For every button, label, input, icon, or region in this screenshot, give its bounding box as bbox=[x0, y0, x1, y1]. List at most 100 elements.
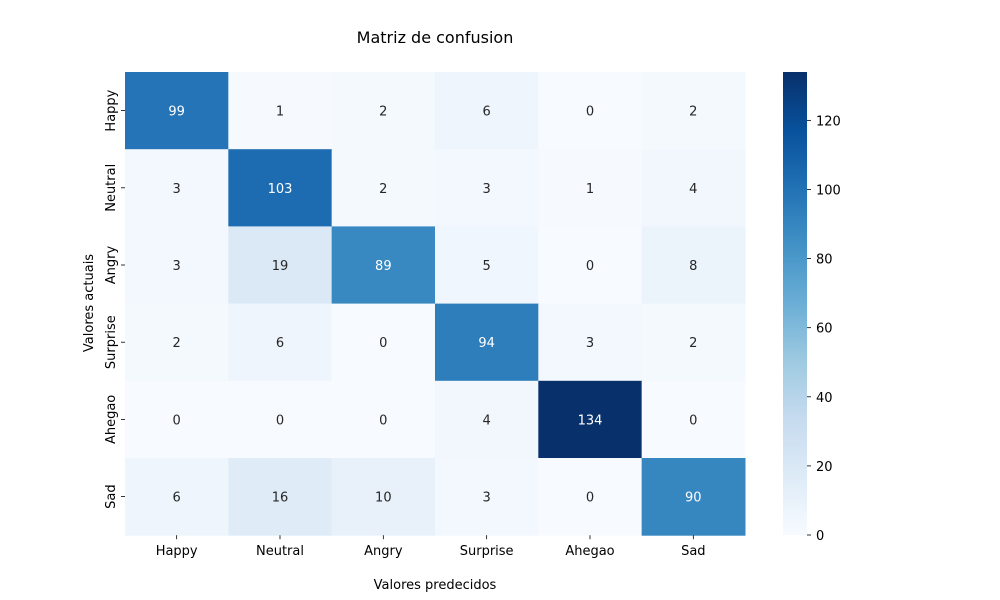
heatmap-cell bbox=[434, 380, 539, 459]
heatmap-cell bbox=[641, 226, 746, 305]
cell-value-label: 2 bbox=[379, 105, 387, 120]
heatmap-cell bbox=[434, 303, 539, 382]
cell-value-label: 3 bbox=[173, 259, 181, 274]
y-axis-ticks: Happy Neutral Angry Surprise Ahegao Sad bbox=[104, 89, 125, 509]
colorbar: 0 20 40 60 80 100 120 bbox=[783, 72, 841, 544]
heatmap-cell bbox=[125, 149, 229, 227]
cell-value-label: 19 bbox=[272, 259, 289, 274]
cell-value-label: 2 bbox=[689, 105, 697, 120]
heatmap-cell bbox=[641, 149, 746, 227]
heatmap-cell bbox=[434, 458, 539, 536]
heatmap-cell bbox=[228, 380, 333, 459]
heatmap-cell bbox=[125, 458, 229, 536]
cell-value-label: 89 bbox=[375, 259, 392, 274]
cell-value-label: 0 bbox=[173, 413, 181, 428]
heatmap-cell bbox=[228, 72, 333, 150]
cell-value-label: 0 bbox=[689, 413, 697, 428]
cell-value-label: 0 bbox=[276, 413, 284, 428]
x-tick-label: Happy bbox=[156, 544, 198, 559]
y-tick-label: Surprise bbox=[104, 315, 119, 369]
cell-value-label: 5 bbox=[483, 259, 491, 274]
cell-value-label: 103 bbox=[268, 182, 293, 197]
heatmap-cell bbox=[228, 226, 333, 305]
heatmap-cell bbox=[331, 226, 436, 305]
cell-value-label: 1 bbox=[276, 105, 284, 120]
heatmap-cell bbox=[125, 226, 229, 305]
heatmap-cell bbox=[434, 149, 539, 227]
y-tick-label: Ahegao bbox=[104, 395, 119, 444]
colorbar-tick-label: 100 bbox=[816, 183, 841, 198]
heatmap-cell bbox=[538, 303, 643, 382]
heatmap-cell bbox=[228, 303, 333, 382]
heatmap-cell bbox=[331, 303, 436, 382]
cell-value-label: 0 bbox=[379, 413, 387, 428]
x-axis-ticks: Happy Neutral Angry Surprise Ahegao Sad bbox=[156, 535, 706, 559]
heatmap-cell bbox=[331, 72, 436, 150]
cell-value-label: 6 bbox=[173, 491, 181, 506]
colorbar-tick-label: 20 bbox=[816, 460, 833, 475]
cell-value-label: 4 bbox=[483, 413, 491, 428]
cell-value-label: 0 bbox=[586, 105, 594, 120]
heatmap-cell bbox=[641, 303, 746, 382]
y-tick-label: Neutral bbox=[104, 164, 119, 212]
heatmap-cell bbox=[125, 303, 229, 382]
heatmap-cell bbox=[434, 226, 539, 305]
cell-value-label: 4 bbox=[689, 182, 697, 197]
heatmap-cell bbox=[434, 72, 539, 150]
cell-value-label: 2 bbox=[379, 182, 387, 197]
cell-value-label: 2 bbox=[173, 336, 181, 351]
cell-value-label: 2 bbox=[689, 336, 697, 351]
heatmap-cell bbox=[538, 458, 643, 536]
colorbar-gradient bbox=[783, 72, 807, 535]
y-tick-label: Angry bbox=[104, 245, 119, 284]
heatmap-cell bbox=[331, 149, 436, 227]
cell-value-label: 6 bbox=[276, 336, 284, 351]
y-tick-label: Happy bbox=[104, 89, 119, 131]
heatmap-cells: 99 1 2 6 0 23 103 2 3 1 43 19 89 5 0 82 6 0 94 3 20 0 0 4 134 06 1… bbox=[125, 72, 746, 536]
colorbar-tick-label: 0 bbox=[816, 529, 824, 544]
heatmap-cell bbox=[228, 149, 333, 227]
x-tick-label: Surprise bbox=[460, 544, 514, 559]
cell-value-label: 6 bbox=[483, 105, 491, 120]
x-tick-label: Ahegao bbox=[565, 544, 614, 559]
x-axis-label: Valores predecidos bbox=[374, 578, 497, 593]
chart-title: Matriz de confusion bbox=[357, 28, 514, 47]
x-tick-label: Sad bbox=[681, 544, 705, 559]
cell-value-label: 10 bbox=[375, 491, 392, 506]
heatmap-cell bbox=[538, 149, 643, 227]
x-tick-label: Angry bbox=[364, 544, 403, 559]
colorbar-tick-label: 80 bbox=[816, 253, 833, 268]
heatmap-cell bbox=[331, 458, 436, 536]
cell-value-label: 3 bbox=[586, 336, 594, 351]
y-axis-label: Valores actuais bbox=[82, 254, 97, 352]
y-tick-label: Sad bbox=[104, 484, 119, 508]
cell-value-label: 0 bbox=[586, 491, 594, 506]
cell-value-label: 0 bbox=[379, 336, 387, 351]
cell-value-label: 90 bbox=[685, 491, 702, 506]
cell-value-label: 1 bbox=[586, 182, 594, 197]
colorbar-tick-label: 40 bbox=[816, 391, 833, 406]
heatmap-cell bbox=[228, 458, 333, 536]
x-tick-label: Neutral bbox=[256, 544, 304, 559]
heatmap-cell bbox=[641, 380, 746, 459]
colorbar-tick-label: 120 bbox=[816, 114, 841, 129]
heatmap-cell bbox=[125, 380, 229, 459]
heatmap-cell bbox=[331, 380, 436, 459]
cell-value-label: 94 bbox=[478, 336, 495, 351]
heatmap-cell bbox=[641, 72, 746, 150]
cell-value-label: 3 bbox=[483, 491, 491, 506]
cell-value-label: 99 bbox=[168, 105, 185, 120]
colorbar-tick-label: 60 bbox=[816, 322, 833, 337]
heatmap-cell bbox=[538, 226, 643, 305]
heatmap-cell bbox=[538, 380, 643, 459]
cell-value-label: 3 bbox=[173, 182, 181, 197]
heatmap-cell bbox=[641, 458, 746, 536]
heatmap-cell bbox=[538, 72, 643, 150]
cell-value-label: 8 bbox=[689, 259, 697, 274]
cell-value-label: 134 bbox=[578, 413, 603, 428]
cell-value-label: 0 bbox=[586, 259, 594, 274]
cell-value-label: 3 bbox=[483, 182, 491, 197]
cell-value-label: 16 bbox=[272, 491, 289, 506]
heatmap-cell bbox=[125, 72, 229, 150]
